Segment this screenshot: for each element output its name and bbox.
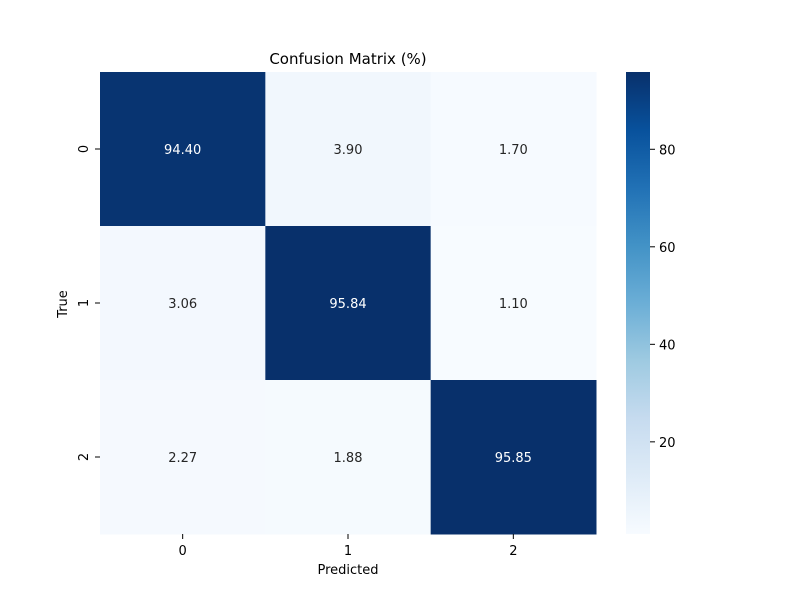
colorbar-tick-label-1: 40 <box>659 338 676 353</box>
cell-value-2-1: 1.88 <box>334 451 363 466</box>
heatmap-cell-0-2 <box>430 72 597 227</box>
heatmap-cell-1-1 <box>265 226 432 381</box>
x-tick-label-1: 1 <box>344 544 352 559</box>
heatmap-cell-1-2 <box>430 226 597 381</box>
heatmap-cell-0-0 <box>100 72 266 227</box>
colorbar-tick-label-3: 80 <box>659 143 676 158</box>
heatmap-annotations: 94.40 3.90 1.70 3.06 95.84 1.10 2.27 1.88 95.85 <box>164 143 532 466</box>
y-axis-label: True <box>56 290 71 319</box>
heatmap-cell-2-1 <box>265 380 432 535</box>
cell-value-1-1: 95.84 <box>329 297 366 312</box>
cell-value-2-2: 95.85 <box>495 451 532 466</box>
cell-value-0-2: 1.70 <box>499 143 528 158</box>
cell-value-2-0: 2.27 <box>168 451 197 466</box>
x-axis-label: Predicted <box>317 563 378 578</box>
heatmap-cell-1-0 <box>100 226 266 381</box>
x-axis-ticks: 0 1 2 <box>179 534 517 559</box>
y-tick-label-1: 1 <box>77 299 92 307</box>
colorbar-tick-label-2: 60 <box>659 241 676 256</box>
colorbar-tick-label-0: 20 <box>659 436 676 451</box>
colorbar-ticks: 20 40 60 80 <box>650 143 676 451</box>
y-tick-label-0: 0 <box>77 145 92 153</box>
cell-value-0-1: 3.90 <box>334 143 363 158</box>
y-axis-ticks: 0 1 2 <box>77 145 100 461</box>
colorbar <box>626 72 650 534</box>
cell-value-1-0: 3.06 <box>168 297 197 312</box>
heatmap-cell-2-0 <box>100 380 266 535</box>
cell-value-0-0: 94.40 <box>164 143 201 158</box>
chart-title: Confusion Matrix (%) <box>269 50 426 68</box>
heatmap-cells <box>100 72 597 535</box>
heatmap-cell-0-1 <box>265 72 432 227</box>
x-tick-label-2: 2 <box>509 544 517 559</box>
y-tick-label-2: 2 <box>77 453 92 461</box>
x-tick-label-0: 0 <box>179 544 187 559</box>
heatmap-cell-2-2 <box>430 380 597 535</box>
cell-value-1-2: 1.10 <box>499 297 528 312</box>
